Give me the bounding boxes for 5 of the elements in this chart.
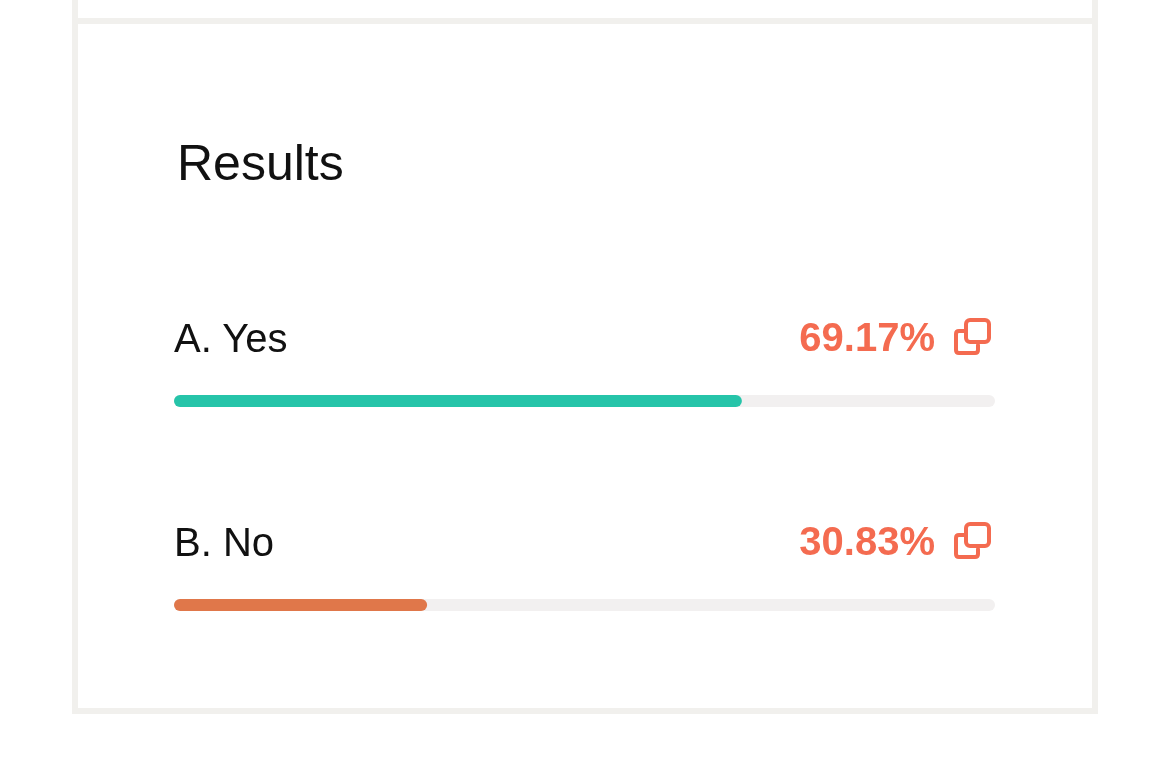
data-label: 30.83% <box>799 519 935 563</box>
y-tick-label: B. No <box>174 520 275 564</box>
y-tick-label: A. Yes <box>174 316 288 360</box>
chart-title: Results <box>177 135 344 191</box>
data-label: 69.17% <box>799 315 935 359</box>
